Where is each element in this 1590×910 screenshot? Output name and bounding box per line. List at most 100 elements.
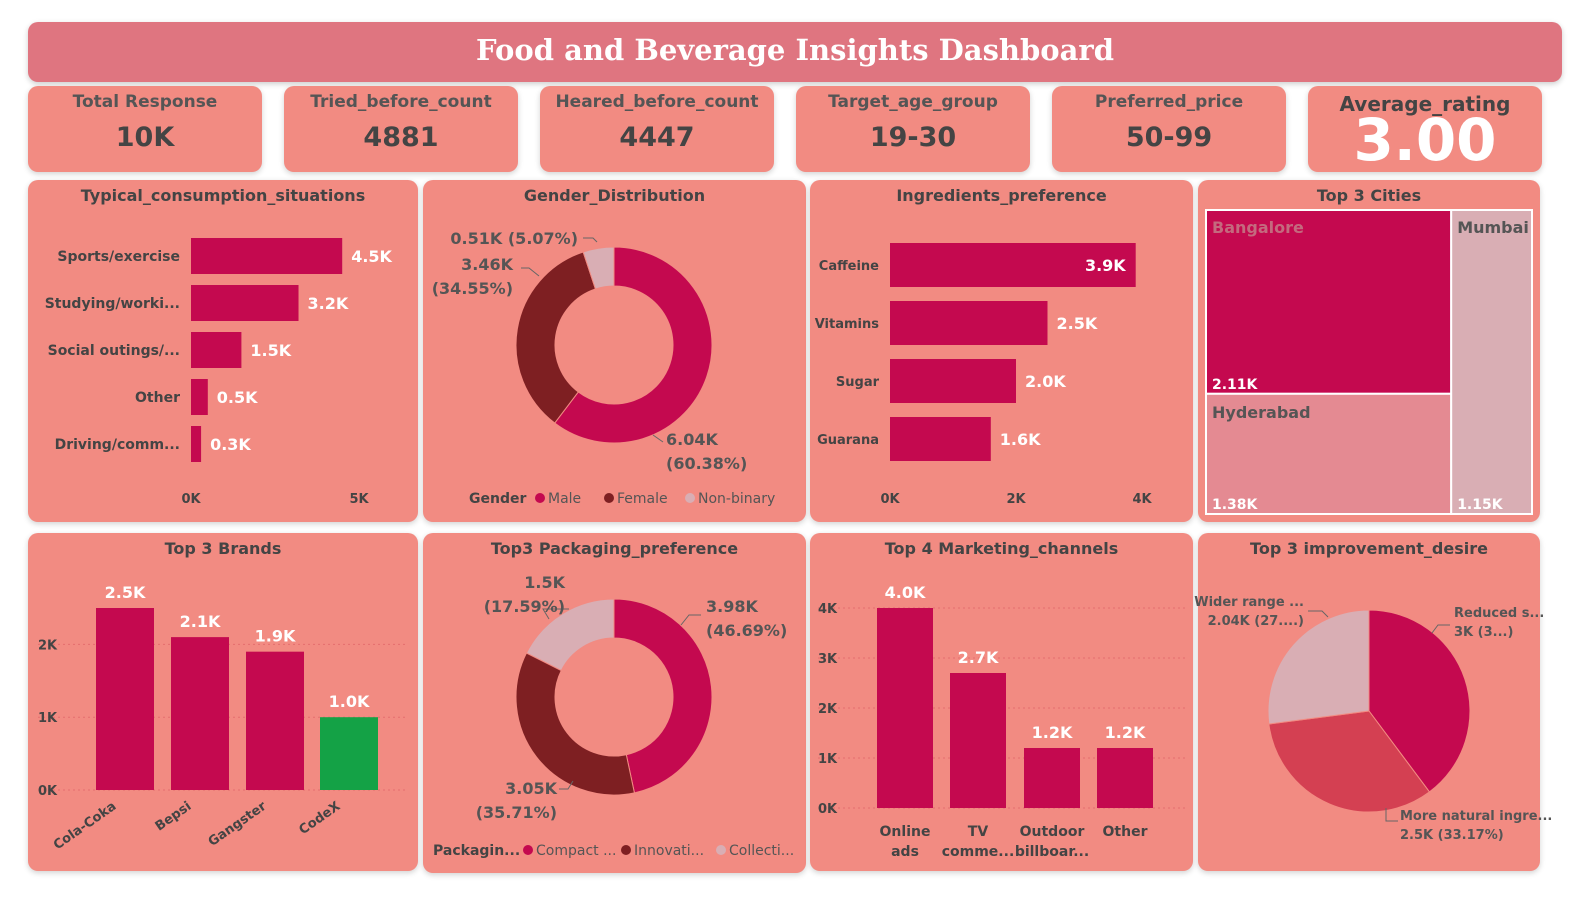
data-label: 1.5K — [250, 341, 291, 360]
legend-item: Non-binary — [698, 491, 775, 507]
bar — [191, 238, 343, 274]
bar — [950, 673, 1006, 808]
treemap-value: 1.15K — [1457, 497, 1504, 513]
bar — [191, 379, 208, 415]
cities-treemap: Bangalore 2.11K Hyderabad 1.38K Mumbai 1.15K — [1205, 209, 1534, 516]
leader-line — [521, 267, 540, 277]
data-label: 2.5K — [1057, 314, 1098, 333]
kpi-value: 3.00 — [1353, 106, 1497, 174]
y-tick-label: 1K — [38, 711, 58, 726]
bar — [1024, 748, 1080, 808]
bar — [96, 608, 154, 790]
y-tick-label: 2K — [818, 702, 838, 717]
legend-item: Compact ... — [536, 843, 616, 859]
chart-title: Top 3 improvement_desire — [1250, 539, 1488, 558]
slice-pct-label: 2.04K (27....) — [1208, 614, 1304, 629]
slice-label: 6.04K — [666, 430, 718, 449]
donut-slice — [515, 652, 636, 796]
donut-slice — [554, 246, 713, 444]
slice-label: 3.46K — [461, 255, 513, 274]
bar-category-label: Social outings/... — [48, 343, 180, 359]
bar — [890, 243, 1136, 287]
bar — [320, 717, 378, 790]
legend-swatch — [716, 845, 726, 855]
y-tick-label: 1K — [818, 752, 838, 767]
legend-title: Packagin... — [433, 843, 520, 859]
donut-slice — [525, 598, 615, 672]
slice-label: Wider range ... — [1194, 595, 1304, 610]
bar — [1097, 748, 1153, 808]
data-label: 2.1K — [180, 612, 221, 631]
kpi-total-response[interactable]: Total Response 10K — [28, 86, 262, 172]
x-tick-label: billboar... — [1015, 844, 1089, 860]
panel-improvement[interactable]: Top 3 improvement_desire Reduced s... 3K … — [1194, 533, 1552, 871]
panel-consumption[interactable]: Typical_consumption_situations Sports/ex… — [28, 180, 418, 522]
treemap-value: 1.38K — [1212, 497, 1259, 513]
improvement-pie-chart: Reduced s... 3K (3...) More natural ingre.… — [1194, 595, 1552, 843]
donut-slice — [582, 246, 615, 290]
kpi-preferred-price[interactable]: Preferred_price 50-99 — [1052, 86, 1286, 172]
y-tick-label: 4K — [818, 602, 838, 617]
slice-pct-label: (46.69%) — [706, 621, 787, 640]
bar-category-label: Other — [135, 390, 180, 406]
kpi-value: 10K — [115, 122, 175, 153]
slice-pct-label: (35.71%) — [476, 803, 557, 822]
panel-brands[interactable]: Top 3 Brands 0K 1K 2K 2.5K Cola-Coka 2.1K Beps… — [28, 533, 418, 871]
x-tick-label: 0K — [880, 492, 900, 507]
bar-category-label: Guarana — [817, 433, 879, 448]
kpi-heard-before[interactable]: Heared_before_count 4447 — [540, 86, 774, 172]
x-tick-label: 5K — [349, 492, 369, 507]
dashboard-title-bar: Food and Beverage Insights Dashboard — [28, 22, 1562, 82]
data-label: 1.2K — [1032, 723, 1073, 742]
data-label: 4.0K — [885, 583, 926, 602]
bar — [171, 637, 229, 790]
legend-item: Collecti... — [729, 843, 794, 859]
data-label: 1.6K — [1000, 430, 1041, 449]
kpi-value: 4881 — [363, 122, 439, 153]
kpi-target-age[interactable]: Target_age_group 19-30 — [796, 86, 1030, 172]
chart-title: Top 4 Marketing_channels — [884, 539, 1119, 558]
data-label: 2.7K — [958, 648, 999, 667]
data-label: 2.5K — [105, 583, 146, 602]
donut-slice — [515, 251, 597, 424]
y-tick-label: 3K — [818, 652, 838, 667]
panel-ingredients[interactable]: Ingredients_preference Caffeine 3.9K Vitam… — [810, 180, 1193, 522]
x-tick-label: TV — [968, 824, 989, 840]
data-label: 1.9K — [255, 627, 296, 646]
slice-pct-label: (34.55%) — [432, 279, 513, 298]
kpi-value: 4447 — [619, 122, 695, 153]
treemap-value: 2.11K — [1212, 377, 1259, 393]
slice-label: 1.5K — [524, 573, 565, 592]
chart-title: Typical_consumption_situations — [80, 186, 366, 205]
data-label: 1.2K — [1105, 723, 1146, 742]
data-label: 0.3K — [210, 435, 251, 454]
slice-pct-label: 3K (3...) — [1454, 625, 1513, 640]
kpi-label: Preferred_price — [1094, 92, 1244, 112]
y-tick-label: 0K — [818, 802, 838, 817]
panel-packaging[interactable]: Top3 Packaging_preference 3.98K (46.69%) 3… — [423, 533, 806, 873]
kpi-value: 50-99 — [1125, 122, 1213, 153]
treemap-cell-mumbai — [1450, 209, 1534, 515]
leader-line — [1308, 610, 1329, 618]
legend-item: Innovati... — [634, 843, 704, 859]
panel-gender[interactable]: Gender_Distribution 6.04K (60.38%) 3.46K (3… — [423, 180, 806, 522]
bar-category-label: Vitamins — [815, 317, 880, 332]
x-tick-label: 2K — [1006, 492, 1026, 507]
legend-swatch — [621, 845, 631, 855]
y-tick-label: 0K — [38, 784, 58, 799]
treemap-cell-hyderabad — [1205, 392, 1453, 516]
pie-slice — [1368, 609, 1471, 793]
kpi-tried-before[interactable]: Tried_before_count 4881 — [284, 86, 518, 172]
legend-swatch — [604, 493, 614, 503]
slice-pct-label: (17.59%) — [484, 597, 565, 616]
panel-marketing[interactable]: Top 4 Marketing_channels 0K 1K 2K 3K 4K 4.0K O… — [810, 533, 1193, 871]
panel-cities[interactable]: Top 3 Cities Bangalore 2.11K Hyderabad 1.38… — [1198, 180, 1540, 522]
gender-donut-chart: 6.04K (60.38%) 3.46K (34.55%) 0.51K (5.07%) G… — [432, 229, 776, 507]
treemap-cell-bangalore — [1205, 209, 1453, 395]
legend-item: Male — [548, 491, 581, 507]
slice-label: Reduced s... — [1454, 606, 1544, 621]
chart-title: Gender_Distribution — [523, 186, 706, 205]
bar — [890, 301, 1048, 345]
kpi-average-rating[interactable]: Average_rating 3.00 — [1308, 86, 1542, 174]
x-tick-label: Other — [1103, 824, 1148, 840]
